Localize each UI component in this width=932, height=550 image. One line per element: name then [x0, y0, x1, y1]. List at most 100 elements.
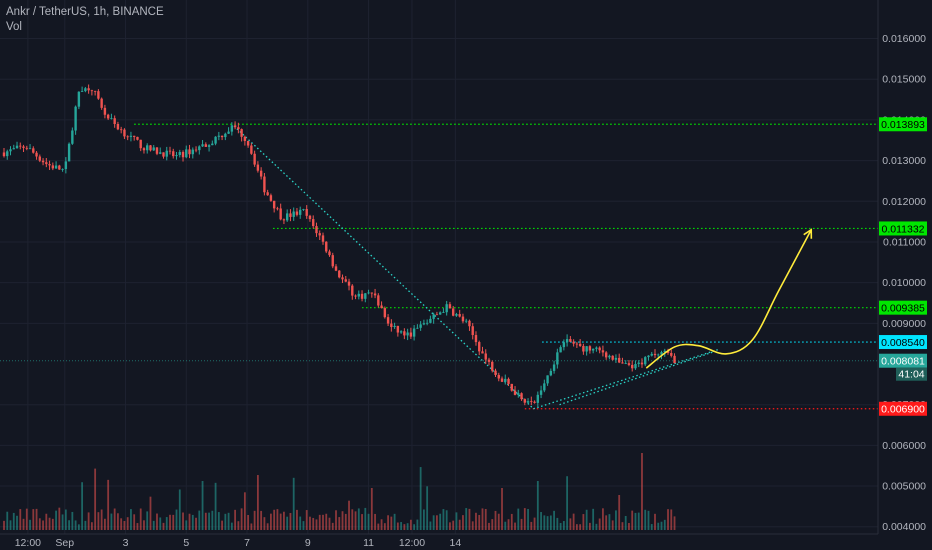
volume-bars: [3, 453, 676, 530]
candle-body: [552, 364, 556, 371]
candle-body: [601, 350, 605, 353]
candle-body: [640, 362, 644, 365]
candle-body: [230, 125, 234, 132]
volume-bar: [204, 512, 207, 530]
candle-body: [461, 316, 465, 322]
trend-lines[interactable]: [233, 125, 721, 410]
volume-bar: [452, 520, 455, 530]
level-price-tag: [879, 335, 927, 350]
candle-body: [513, 390, 517, 395]
candle-body: [93, 90, 97, 92]
volume-bar: [357, 508, 360, 530]
volume-bar: [84, 520, 87, 530]
volume-bar: [165, 517, 168, 530]
volume-bar: [136, 523, 139, 530]
volume-bar: [286, 516, 289, 530]
candle-body: [334, 266, 338, 271]
volume-bar: [364, 507, 367, 530]
candle-body: [569, 339, 572, 342]
candle-body: [543, 383, 546, 391]
candle-body: [185, 149, 188, 158]
volume-bar: [624, 515, 627, 530]
candle-body: [399, 331, 403, 333]
volume-bar: [292, 477, 295, 530]
candle-body: [253, 153, 256, 165]
projection-arrowhead: [803, 228, 813, 239]
candle-body: [136, 136, 139, 140]
candle-body: [119, 129, 123, 131]
candle-body: [243, 136, 247, 141]
volume-bar: [195, 517, 197, 530]
candle-body: [445, 304, 448, 313]
y-tick-label: 0.010000: [882, 277, 926, 289]
volume-bar: [29, 519, 31, 530]
volume-bar: [221, 520, 223, 530]
candle-body: [360, 293, 364, 299]
candle-body: [608, 355, 611, 358]
candle-body: [347, 281, 351, 286]
candle-body: [41, 160, 45, 163]
candle-body: [458, 314, 461, 317]
candle-body: [484, 353, 487, 360]
candle-body: [396, 325, 400, 333]
volume-bar: [348, 500, 350, 530]
candle-body: [412, 328, 416, 337]
candle-body: [497, 374, 500, 379]
candle-body: [279, 208, 282, 220]
candle-body: [572, 341, 575, 344]
x-tick-label: 3: [123, 537, 129, 549]
level-price-label: 0.009385: [881, 302, 925, 314]
volume-bar: [517, 508, 520, 530]
candle-body: [266, 192, 269, 196]
time-axis[interactable]: [0, 534, 932, 550]
volume-bar: [605, 515, 608, 530]
projection-path[interactable]: [645, 228, 813, 369]
volume-bar: [94, 468, 97, 530]
volume-bar: [445, 510, 448, 530]
candle-body: [653, 353, 657, 356]
price-axis[interactable]: [878, 0, 932, 550]
volume-bar: [494, 510, 497, 530]
candle-body: [494, 370, 497, 375]
volume-bar: [110, 513, 113, 530]
volume-bar: [618, 495, 621, 530]
volume-bar: [439, 513, 442, 530]
volume-bar: [117, 513, 119, 530]
volume-bar: [81, 482, 84, 530]
volume-bar: [387, 515, 389, 530]
volume-bar: [3, 520, 5, 530]
candle-body: [507, 378, 510, 384]
volume-bar: [396, 522, 399, 530]
horizontal-levels[interactable]: [0, 123, 878, 410]
volume-bar: [361, 514, 363, 530]
x-tick-label: 7: [244, 537, 250, 549]
candle-body: [15, 145, 19, 149]
candle-body: [152, 147, 155, 151]
volume-bar: [198, 510, 201, 530]
candle-body: [220, 135, 224, 138]
volume-bar: [615, 510, 617, 530]
candle-body: [48, 164, 51, 166]
volume-bar: [240, 508, 243, 530]
volume-bar: [344, 513, 347, 530]
candle-body: [100, 98, 103, 108]
volume-bar: [152, 520, 155, 530]
volume-bar: [462, 515, 464, 530]
volume-bar: [393, 513, 396, 530]
candle-body: [478, 342, 481, 352]
volume-bar: [322, 514, 324, 530]
volume-bar: [48, 517, 51, 530]
volume-bar: [237, 521, 240, 530]
candle-body: [373, 293, 377, 296]
candle-body: [201, 144, 204, 147]
volume-bar: [71, 511, 74, 530]
candle-body: [276, 208, 279, 210]
x-tick-label: 14: [450, 537, 462, 549]
candle-body: [666, 350, 670, 353]
candle-body: [523, 399, 526, 403]
candle-body: [474, 335, 478, 343]
volume-bar: [100, 509, 103, 530]
candle-body: [526, 401, 530, 403]
projection-curve: [645, 229, 812, 369]
